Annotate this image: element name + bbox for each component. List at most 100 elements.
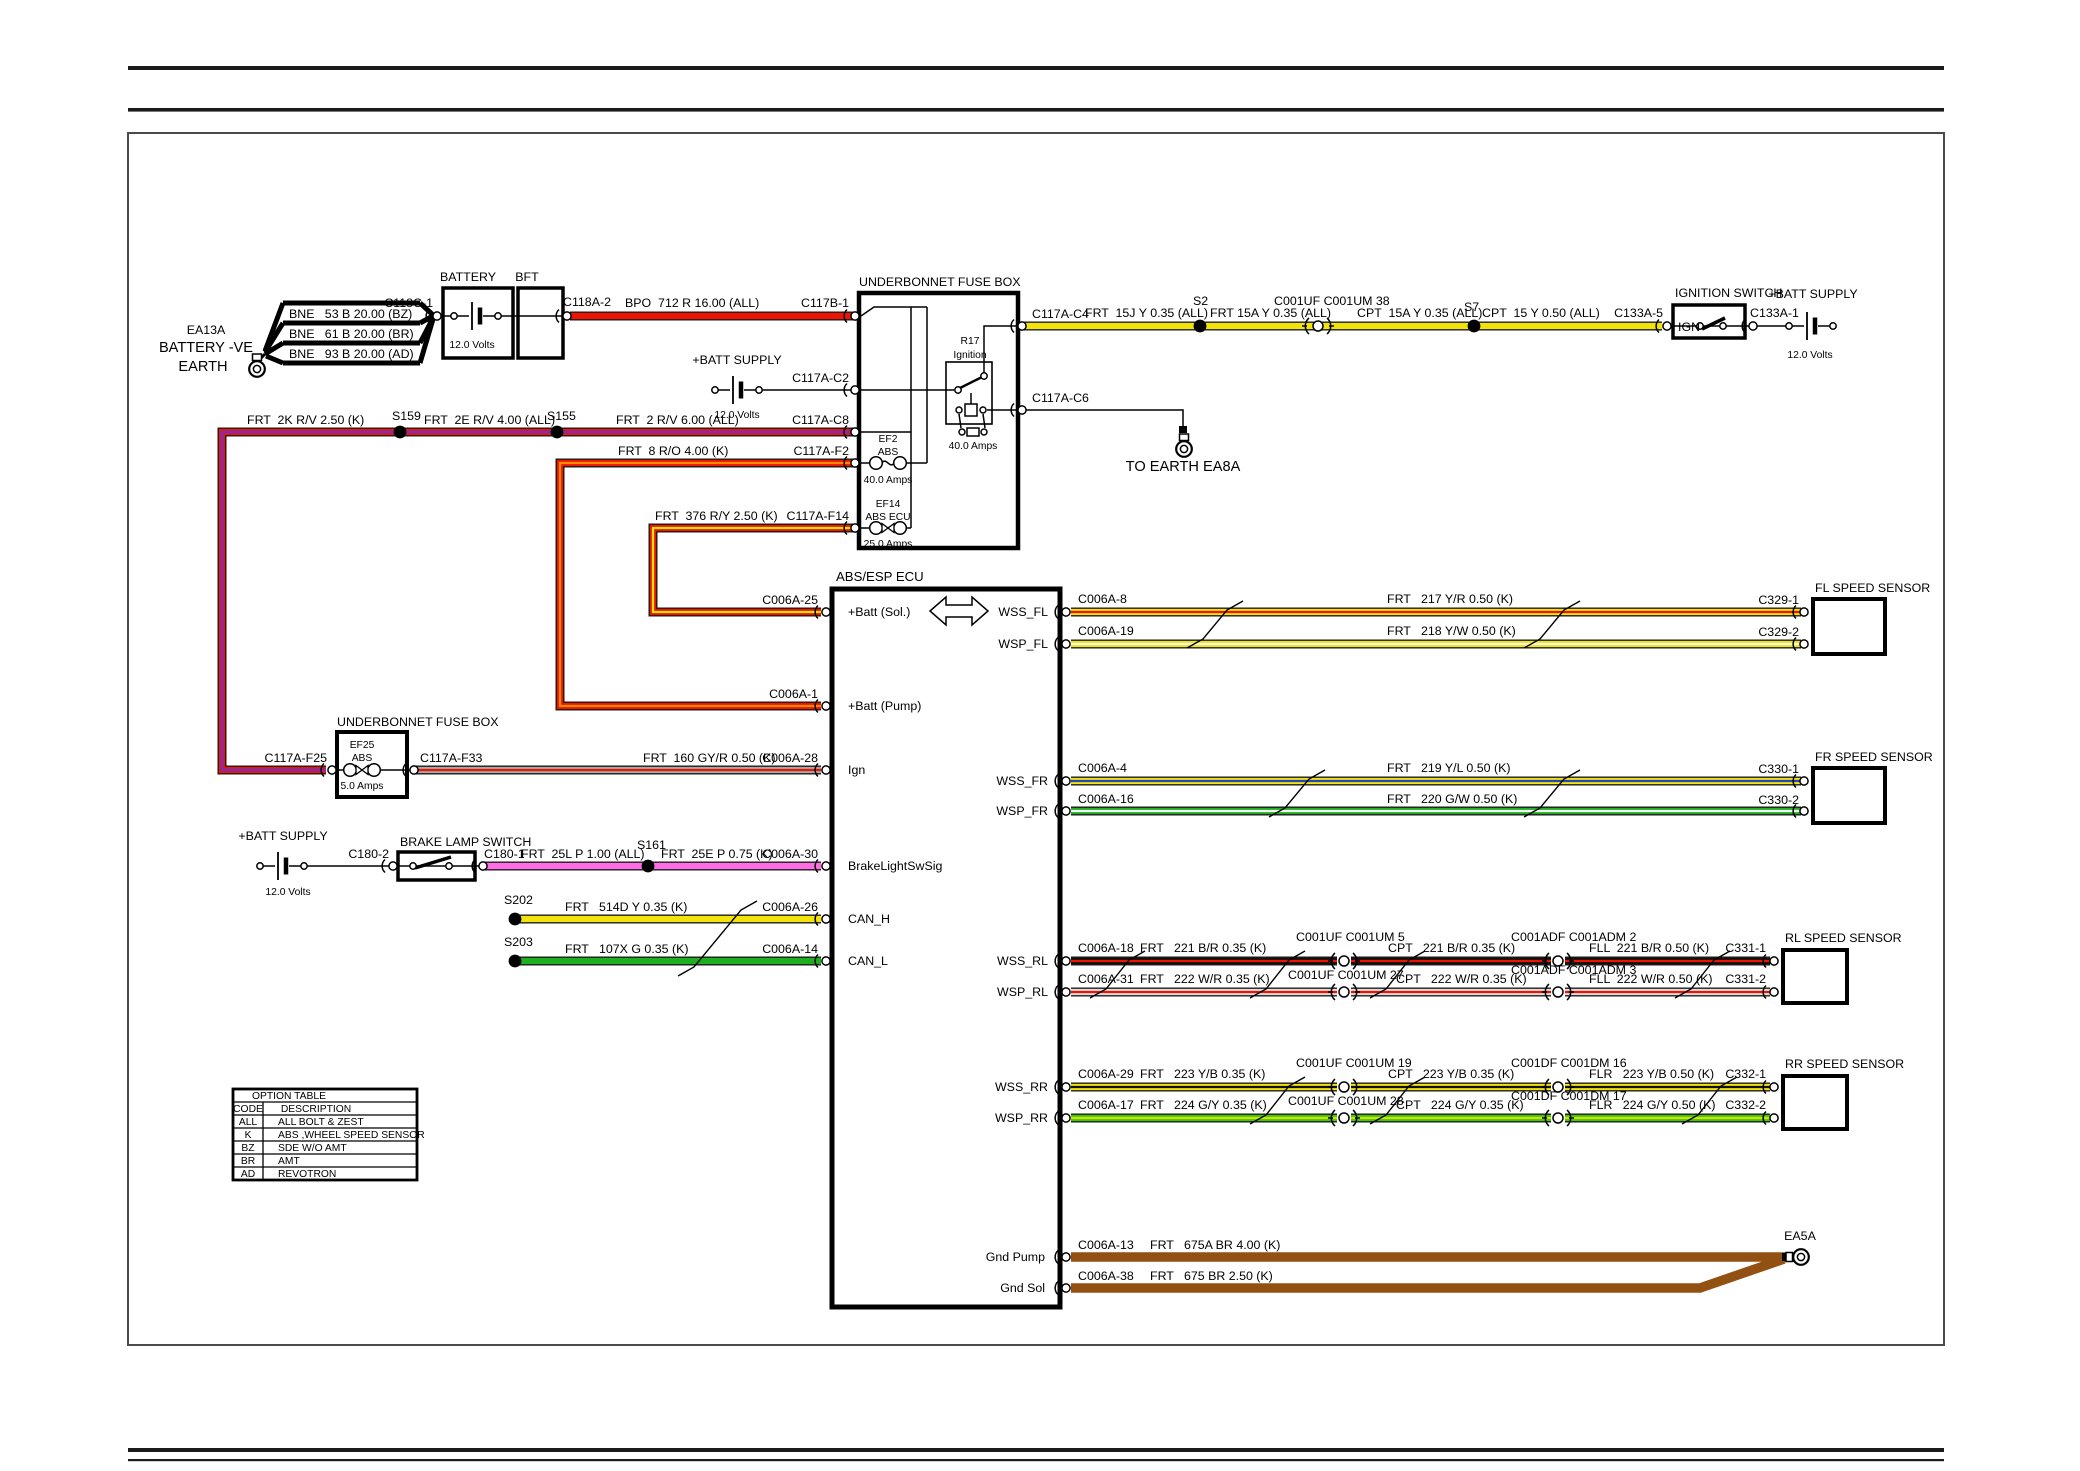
splice-label-s7: S7 <box>1464 300 1479 314</box>
pin-label-c117a-f25: C117A-F25 <box>265 751 328 765</box>
option-code: K <box>245 1130 252 1141</box>
fuse-ef2-amps: 40.0 Amps <box>864 475 913 486</box>
batt-supply-mid-icon <box>712 376 762 404</box>
conn-label: C006A-4 <box>1078 761 1127 775</box>
option-code: AD <box>241 1169 255 1180</box>
ecu-pin-wsp-fl: WSP_FL <box>998 637 1048 651</box>
wire-label: FLL 221 B/R 0.50 (K) <box>1589 941 1709 955</box>
wire-label-trunk-1: FRT 2K R/V 2.50 (K) <box>247 413 364 427</box>
fl-sensor-title: FL SPEED SENSOR <box>1815 581 1930 595</box>
ignition-switch-title: IGNITION SWITCH <box>1675 286 1782 300</box>
option-desc: ALL BOLT & ZEST <box>278 1117 364 1128</box>
brake-switch-title: BRAKE LAMP SWITCH <box>400 835 531 849</box>
twisted-pair-marks <box>677 600 1738 1125</box>
ecu-pin-wss-rr: WSS_RR <box>995 1080 1048 1094</box>
option-code: BZ <box>241 1143 254 1154</box>
wire-label-f2: FRT 8 R/O 4.00 (K) <box>618 444 728 458</box>
bne-wire-label: BNE 61 B 20.00 (BR) <box>289 327 414 341</box>
inline-connector-icons <box>1301 317 1575 1127</box>
connector-label-c180-1: C180-1 <box>484 847 525 861</box>
brake-switch-contact-icon <box>409 855 453 870</box>
fr-sensor-title: FR SPEED SENSOR <box>1815 750 1933 764</box>
connector-label-c133a-5: C133A-5 <box>1614 306 1663 320</box>
wire-label: FRT 222 W/R 0.35 (K) <box>1140 972 1270 986</box>
conn-label: C006A-13 <box>1078 1238 1134 1252</box>
bft-box <box>516 286 565 360</box>
wire-label: FRT 675A BR 4.00 (K) <box>1150 1238 1280 1252</box>
wire-label: FRT 220 G/W 0.50 (K) <box>1387 792 1517 806</box>
pin-label-c117a-c8: C117A-C8 <box>792 413 849 427</box>
battery-volts: 12.0 Volts <box>449 340 494 351</box>
wire-label: CPT 221 B/R 0.35 (K) <box>1388 941 1515 955</box>
splice-label-s155: S155 <box>547 409 576 423</box>
connector-label-c117b-1: C117B-1 <box>801 296 849 310</box>
supply-right-title: +BATT SUPPLY <box>1768 287 1857 301</box>
underbonnet-fuse-box-1-group: UNDERBONNET FUSE BOX R17 Ignition 40.0 A… <box>787 275 1089 550</box>
inline-connector-label: C001DF C001DM 16 <box>1511 1056 1627 1070</box>
top-rule-1 <box>128 66 1944 70</box>
conn-label: C006A-8 <box>1078 592 1127 606</box>
underbonnet-fuse-box-2-group: UNDERBONNET FUSE BOX EF25 ABS 5.0 Amps C… <box>265 715 776 792</box>
conn-label: C332-2 <box>1725 1098 1766 1112</box>
connector-label-c118c-1: C118C-1 <box>384 296 433 310</box>
ignition-chain-group: FRT 15J Y 0.35 (ALL) S2 FRT 15A Y 0.35 (… <box>1085 294 1663 320</box>
option-desc: REVOTRON <box>278 1169 336 1180</box>
fl-speed-sensor-box <box>1811 597 1887 656</box>
wire-label: FRT 224 G/Y 0.35 (K) <box>1140 1098 1267 1112</box>
inline-connector-label: C001ADF C001ADM 3 <box>1511 963 1636 977</box>
connector-icons <box>320 308 1809 1296</box>
conn-label: C331-2 <box>1725 972 1766 986</box>
wire-ry-sol <box>648 523 853 617</box>
conn-label: C330-2 <box>1758 793 1799 807</box>
top-rule-2 <box>128 108 1944 112</box>
fuse-box-1-title: UNDERBONNET FUSE BOX <box>859 275 1021 289</box>
fuse-ef14-name: ABS ECU <box>865 512 910 523</box>
option-desc: SDE W/O AMT <box>278 1143 347 1154</box>
underbonnet-fuse-box-2 <box>335 730 409 799</box>
option-code: ALL <box>239 1117 258 1128</box>
option-table-col1: CODE <box>233 1104 263 1115</box>
wire-label: CPT 223 Y/B 0.35 (K) <box>1388 1067 1514 1081</box>
ecu-pin-ign: Ign <box>848 763 865 777</box>
abs-esp-ecu-group: ABS/ESP ECU C006A-25 C006A-1 C006A-28 C0… <box>762 569 1048 1295</box>
ecu-pin-batt-sol: +Batt (Sol.) <box>848 605 910 619</box>
conn-label: C330-1 <box>1758 762 1799 776</box>
bne-harness-bundle <box>256 300 436 366</box>
fuse-ef2-id: EF2 <box>879 434 898 445</box>
conn-label: C006A-29 <box>1078 1067 1134 1081</box>
battery-title: BATTERY <box>440 270 496 284</box>
rl-circuit-group: RL SPEED SENSOR C006A-18 FRT 221 B/R 0.3… <box>1078 930 1902 986</box>
ground-circuit-group: C006A-13 FRT 675A BR 4.00 (K) C006A-38 F… <box>1078 1229 1817 1283</box>
brake-lamp-switch-group: +BATT SUPPLY 12.0 Volts C180-2 BRAKE LAM… <box>238 829 772 898</box>
inline-connector-label: C001UF C001UM 27 <box>1288 968 1404 982</box>
earth-ea13a-id: EA13A <box>187 323 226 337</box>
ignition-switch-group: IGNITION SWITCH IGN C133A-1 +BATT SUPPLY… <box>1675 286 1858 361</box>
inline-connector-label: C001ADF C001ADM 2 <box>1511 930 1636 944</box>
battery-group: BATTERY 12.0 Volts BFT C118A-2 BPO 712 R… <box>440 270 849 351</box>
can-bus-group: S202 FRT 514D Y 0.35 (K) S203 FRT 107X G… <box>504 893 689 956</box>
splice-label-s2: S2 <box>1193 294 1208 308</box>
wire-label-ign-4: CPT 15 Y 0.50 (ALL) <box>1482 306 1600 320</box>
ecu-pin-gnd-sol: Gnd Sol <box>1000 1281 1045 1295</box>
pin-label-c006a-28: C006A-28 <box>762 751 818 765</box>
ignition-switch-pin: IGN <box>1678 320 1700 334</box>
earth-ea5a-icon <box>1784 1248 1810 1266</box>
connector-label-c180-2: C180-2 <box>348 847 389 861</box>
wire-label: FRT 223 Y/B 0.35 (K) <box>1140 1067 1265 1081</box>
bottom-rule-1 <box>128 1448 1944 1452</box>
fuse-box-2-title: UNDERBONNET FUSE BOX <box>337 715 499 729</box>
wire-label-ign-1: FRT 15J Y 0.35 (ALL) <box>1085 306 1208 320</box>
pin-label-c117a-f2: C117A-F2 <box>793 444 849 458</box>
pin-label-c117a-f14: C117A-F14 <box>787 509 850 523</box>
wire-label: CPT 222 W/R 0.35 (K) <box>1396 972 1527 986</box>
fr-circuit-group: FR SPEED SENSOR C006A-4 FRT 219 Y/L 0.50… <box>1078 750 1933 807</box>
pin-label-c006a-14: C006A-14 <box>762 942 818 956</box>
earth-ea5a-label: EA5A <box>1784 1229 1816 1243</box>
wire-label: FLL 222 W/R 0.50 (K) <box>1589 972 1713 986</box>
wire-label-ign-2: FRT 15A Y 0.35 (ALL) <box>1210 306 1331 320</box>
conn-label: C332-1 <box>1725 1067 1766 1081</box>
pin-label-c117a-c2: C117A-C2 <box>792 371 849 385</box>
supply-mid-volts: 12.0 Volts <box>714 410 759 421</box>
fr-speed-sensor-box <box>1811 766 1887 825</box>
wire-label-trunk-2: FRT 2E R/V 4.00 (ALL) <box>424 413 555 427</box>
